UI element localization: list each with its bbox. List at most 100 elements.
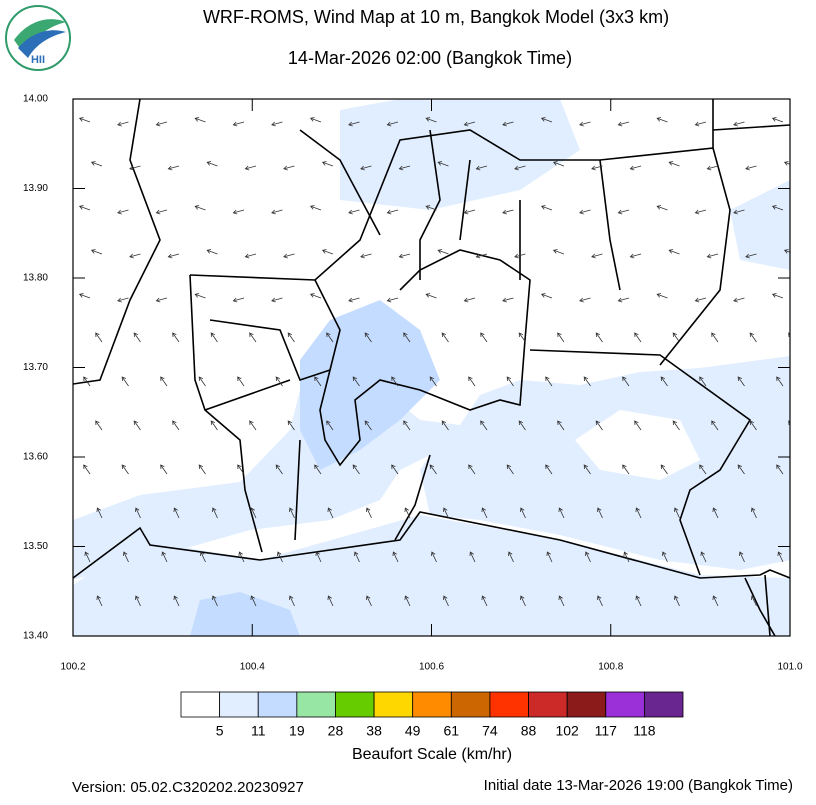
wind-arrow xyxy=(558,595,565,607)
wind-arrow xyxy=(441,420,449,431)
wind-arrow xyxy=(354,551,360,563)
colorbar-box xyxy=(296,691,336,718)
wind-arrow xyxy=(771,205,784,211)
wind-arrow xyxy=(733,209,745,215)
x-tick-label: 100.2 xyxy=(60,662,85,673)
shade-region xyxy=(300,300,440,470)
wind-arrow xyxy=(463,209,476,215)
wind-arrow xyxy=(237,376,245,387)
wind-arrow xyxy=(711,332,719,343)
wind-arrow xyxy=(558,507,565,519)
x-tick-label: 100.6 xyxy=(419,662,444,673)
wind-arrow xyxy=(552,161,565,167)
colorbar-box xyxy=(528,691,568,718)
x-tick-label: 100.8 xyxy=(598,662,623,673)
wind-arrow xyxy=(745,165,757,171)
wind-arrow xyxy=(617,209,630,215)
wind-arrow xyxy=(733,297,745,303)
x-tick-label: 100.4 xyxy=(240,662,265,673)
colorbar-label: 61 xyxy=(444,723,460,739)
colorbar-box xyxy=(373,691,414,718)
wind-arrow xyxy=(129,165,141,171)
axes: 100.2 100.4 100.6 100.8 101.0 13.40 13.50 13.60… xyxy=(23,94,803,673)
wind-arrow xyxy=(167,253,180,259)
colorbar-label: 5 xyxy=(216,723,224,739)
colorbar: 5 11 19 28 38 49 61 74 88 102 117 118 xyxy=(180,691,684,739)
wind-arrow xyxy=(198,464,206,475)
wind-arrow xyxy=(277,640,282,650)
wind-arrow xyxy=(506,376,514,387)
wind-arrow xyxy=(579,209,591,215)
wind-arrow xyxy=(597,507,603,519)
wind-arrow xyxy=(617,297,630,303)
wind-arrow xyxy=(366,507,372,519)
wind-arrow xyxy=(777,551,784,563)
wind-arrow xyxy=(700,551,707,563)
wind-arrow xyxy=(160,464,168,475)
wind-arrow xyxy=(629,165,642,171)
wind-arrow xyxy=(352,376,360,387)
wind-arrow xyxy=(674,595,680,607)
wind-arrow xyxy=(437,249,449,255)
wind-arrow xyxy=(771,117,784,123)
wind-arrow xyxy=(244,165,257,171)
wind-arrow xyxy=(90,161,103,167)
logo-wave xyxy=(18,30,66,58)
wind-arrow xyxy=(314,376,322,387)
wind-arrow xyxy=(789,507,790,513)
wind-arrow xyxy=(463,297,476,303)
wind-arrow xyxy=(694,209,707,215)
x-tick-label: 101.0 xyxy=(777,662,802,673)
boundary xyxy=(73,99,161,385)
wind-arrow xyxy=(121,376,129,387)
wind-arrow xyxy=(172,332,180,343)
wind-arrow xyxy=(706,253,719,259)
wind-arrow xyxy=(360,253,372,259)
wind-arrow xyxy=(557,420,565,431)
wind-arrow xyxy=(441,332,449,343)
wind-arrow xyxy=(283,165,295,171)
wind-arrow xyxy=(480,332,488,343)
wind-arrow xyxy=(84,551,91,563)
wind-arrow xyxy=(624,640,629,650)
wind-arrow xyxy=(475,253,488,259)
wind-arrow xyxy=(579,297,591,303)
wind-arrow xyxy=(739,551,745,563)
colorbar-box xyxy=(180,691,221,718)
wind-arrow xyxy=(200,640,205,650)
wind-arrow xyxy=(668,161,680,167)
wind-arrow xyxy=(404,507,411,519)
colorbar-label: 38 xyxy=(366,723,382,739)
wind-arrow xyxy=(617,121,630,127)
y-tick-label: 13.90 xyxy=(23,183,48,194)
wind-arrow xyxy=(514,253,526,259)
boundary xyxy=(294,439,431,541)
wind-arrow xyxy=(475,165,488,171)
wind-arrow xyxy=(749,332,757,343)
wind-arrow xyxy=(309,293,322,299)
wind-arrow xyxy=(155,297,168,303)
wind-arrow xyxy=(585,640,590,650)
wind-arrow xyxy=(694,297,707,303)
wind-arrow xyxy=(502,297,514,303)
boundary xyxy=(189,274,263,553)
wind-arrow xyxy=(283,253,295,259)
y-tick-label: 14.00 xyxy=(23,94,48,105)
colorbar-label: 11 xyxy=(251,723,266,739)
wind-arrow xyxy=(701,640,706,650)
initial-date: Initial date 13-Mar-2026 19:00 (Bangkok … xyxy=(484,777,793,794)
wind-arrow xyxy=(583,464,591,475)
wind-arrow xyxy=(135,507,141,519)
wind-arrow xyxy=(360,165,372,171)
wind-arrow xyxy=(622,376,630,387)
wind-arrow xyxy=(78,205,91,211)
wind-arrow xyxy=(117,209,129,215)
wind-arrow xyxy=(552,249,565,255)
wind-arrow xyxy=(660,376,668,387)
wind-arrow xyxy=(316,640,321,650)
wind-arrow xyxy=(212,507,218,519)
wind-arrow xyxy=(352,464,360,475)
wind-arrow xyxy=(776,376,784,387)
wind-arrow xyxy=(518,332,526,343)
